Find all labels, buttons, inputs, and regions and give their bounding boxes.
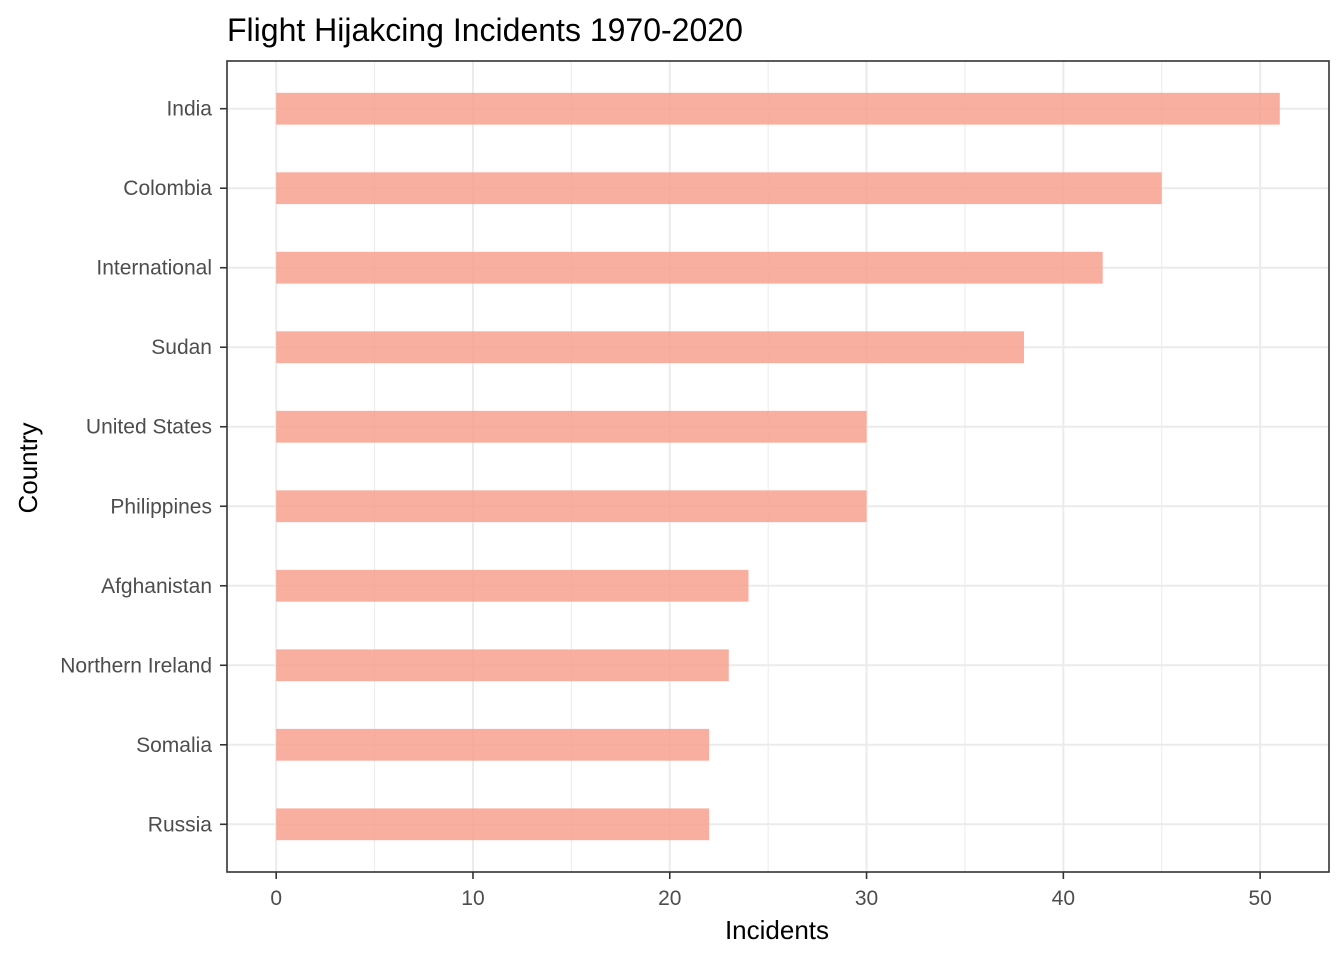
- bar-philippines: [276, 490, 867, 523]
- plot-panel-border: [226, 60, 1330, 873]
- bar-sudan: [276, 331, 1024, 364]
- chart-title: Flight Hijakcing Incidents 1970-2020: [227, 12, 743, 48]
- bar-russia: [276, 808, 710, 841]
- bar-united-states: [276, 410, 867, 443]
- y-axis-title: Country: [13, 422, 43, 513]
- x-tick-label: 10: [461, 887, 484, 910]
- bar-india: [276, 92, 1280, 125]
- x-tick-label: 30: [855, 887, 878, 910]
- y-tick-label: India: [166, 98, 212, 121]
- x-axis-title: Incidents: [725, 915, 829, 945]
- y-tick-label: Afghanistan: [101, 575, 212, 598]
- y-tick-label: Sudan: [151, 336, 212, 359]
- bar-somalia: [276, 728, 710, 761]
- x-tick-label: 0: [270, 887, 282, 910]
- x-tick-label: 20: [658, 887, 681, 910]
- bar-afghanistan: [276, 569, 749, 602]
- bars: [276, 92, 1280, 841]
- y-tick-label: United States: [86, 416, 212, 439]
- y-tick-label: Philippines: [110, 495, 212, 518]
- y-tick-label: Russia: [148, 813, 213, 836]
- y-tick-label: International: [96, 257, 212, 280]
- x-tick-label: 40: [1052, 887, 1075, 910]
- x-axis-ticks: 0 10 20 30 40 50: [270, 872, 1272, 910]
- bar-northern-ireland: [276, 649, 729, 682]
- y-axis-ticks: India Colombia International Sudan United St…: [60, 98, 227, 836]
- y-tick-label: Colombia: [123, 177, 212, 200]
- y-tick-label: Somalia: [136, 734, 212, 757]
- bar-colombia: [276, 172, 1162, 205]
- x-tick-label: 50: [1248, 887, 1271, 910]
- y-tick-label: Northern Ireland: [60, 654, 212, 677]
- bar-international: [276, 251, 1103, 284]
